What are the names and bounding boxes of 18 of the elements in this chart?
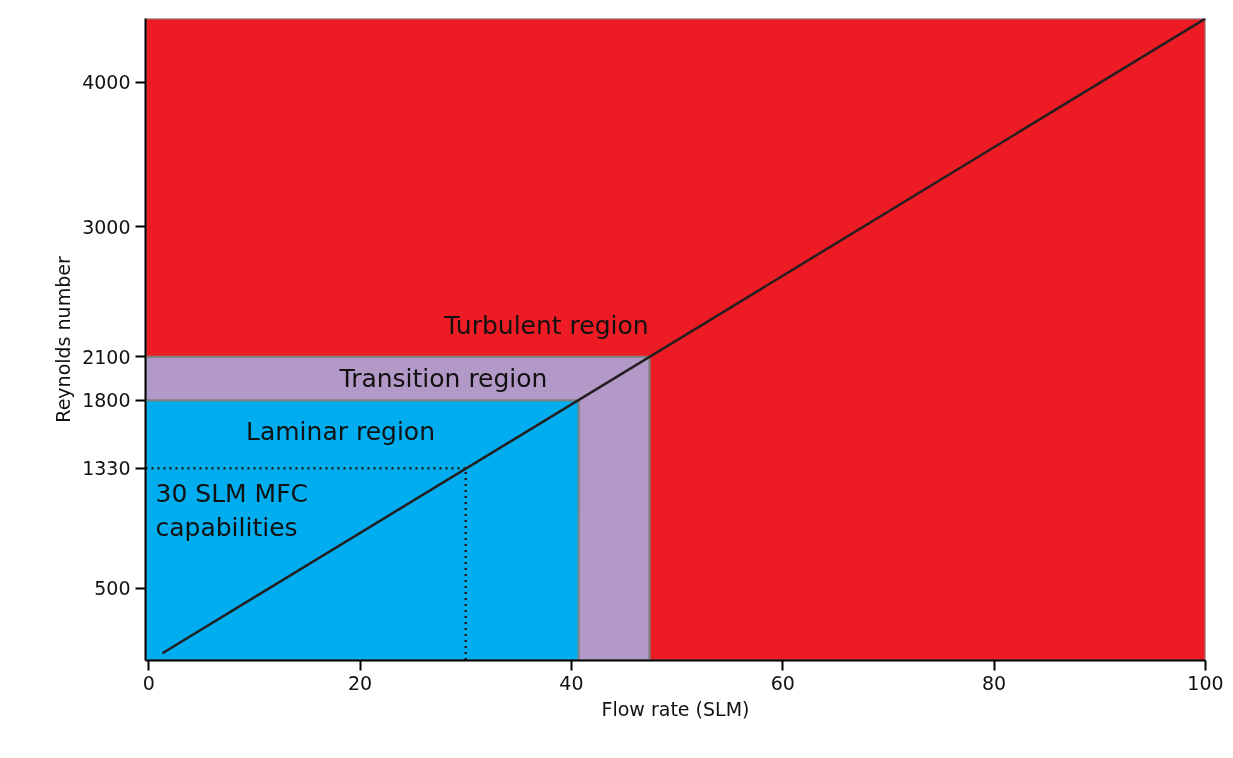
x-tick-label: 80 (982, 671, 1007, 694)
y-tick-label: 1330 (82, 457, 131, 480)
x-axis-title: Flow rate (SLM) (601, 697, 750, 720)
x-tick-label: 60 (770, 671, 795, 694)
y-tick-label: 1800 (82, 389, 131, 412)
y-axis-title: Reynolds number (52, 256, 75, 423)
annotation: Laminar region (246, 417, 436, 446)
y-tick-label: 500 (94, 577, 131, 600)
annotation: Turbulent region (443, 311, 649, 340)
x-tick-label: 0 (142, 671, 155, 694)
x-tick-label: 100 (1187, 671, 1224, 694)
annotation: Transition region (338, 364, 548, 393)
annotation: 30 SLM MFC capabilities (155, 478, 308, 543)
y-tick-label: 4000 (82, 71, 131, 94)
y-tick-label: 2100 (82, 345, 131, 368)
y-tick-label: 3000 (82, 215, 131, 238)
x-tick-label: 40 (559, 671, 584, 694)
x-tick-label: 20 (347, 671, 373, 694)
